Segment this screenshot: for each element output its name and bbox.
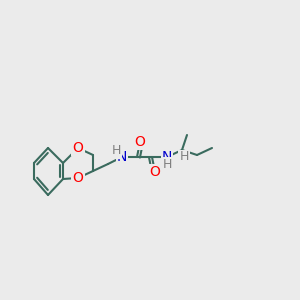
Text: O: O <box>73 141 83 155</box>
Text: H: H <box>111 145 121 158</box>
Text: H: H <box>179 151 189 164</box>
Text: N: N <box>162 150 172 164</box>
Text: H: H <box>162 158 172 170</box>
Text: N: N <box>117 150 127 164</box>
Text: O: O <box>135 135 146 149</box>
Text: O: O <box>73 171 83 185</box>
Text: O: O <box>150 165 160 179</box>
